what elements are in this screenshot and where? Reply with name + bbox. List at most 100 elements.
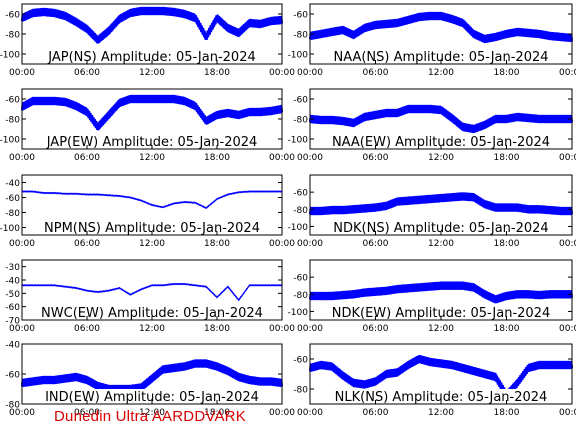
x-tick-label: 00:00	[559, 408, 576, 418]
data-point	[173, 283, 175, 285]
data-point	[385, 112, 387, 114]
data-point	[238, 114, 240, 116]
data-point	[364, 292, 366, 294]
data-point	[86, 28, 88, 30]
data-point	[64, 15, 66, 17]
data-point	[75, 105, 77, 107]
x-tick-label: 00:00	[559, 239, 576, 249]
data-point	[374, 380, 377, 383]
data-point	[396, 371, 398, 374]
data-point	[151, 10, 153, 12]
data-point	[43, 11, 45, 13]
series-band	[20, 94, 284, 131]
panel-3: JAP(EW) Amplitude: 05-Jan-2024 -60 -80 -100…	[0, 88, 295, 163]
data-point	[353, 122, 355, 124]
data-point	[140, 98, 142, 100]
footer-label: Dunedin Ultra AARDDVARK	[54, 408, 246, 425]
x-tick-label: 18:00	[204, 408, 230, 418]
data-point	[549, 364, 551, 366]
x-tick-label: 00:00	[559, 324, 576, 334]
data-point	[194, 362, 196, 365]
y-tick-label: -100	[288, 223, 309, 233]
panel-title: NAA(EW) Amplitude: 05-Jan-2024	[332, 135, 550, 150]
data-point	[173, 367, 175, 369]
y-tick-label: -60	[5, 11, 20, 21]
data-point	[473, 196, 475, 198]
data-point	[173, 11, 175, 13]
data-point	[473, 286, 475, 288]
x-tick-label: 00:00	[269, 324, 295, 334]
data-point	[516, 382, 519, 384]
data-point	[560, 118, 562, 120]
x-tick-label: 00:00	[9, 408, 35, 418]
data-point	[527, 293, 529, 295]
panel-title: NDK(NS) Amplitude: 05-Jan-2024	[333, 221, 548, 236]
data-point	[270, 190, 272, 193]
data-point	[484, 373, 486, 375]
y-tick-label: -80	[5, 209, 20, 219]
data-point	[53, 284, 56, 286]
data-point	[259, 190, 261, 193]
data-point	[549, 209, 551, 211]
data-point	[505, 118, 508, 120]
data-point	[342, 209, 344, 211]
data-point	[484, 293, 486, 295]
y-tick-label: -80	[5, 116, 20, 126]
data-point	[440, 109, 442, 111]
data-point	[216, 365, 218, 368]
panel-title-bg	[324, 305, 558, 320]
data-point	[396, 22, 398, 24]
data-point	[140, 199, 142, 202]
y-tick-label: -80	[293, 116, 308, 126]
data-point	[32, 100, 34, 102]
data-point	[516, 31, 519, 33]
data-point	[538, 33, 540, 35]
y-tick-label: -100	[0, 51, 20, 61]
data-point	[194, 202, 196, 204]
data-point	[364, 383, 366, 386]
data-point	[173, 98, 175, 100]
data-point	[64, 286, 66, 288]
data-point	[183, 201, 186, 203]
x-tick-label: 18:00	[204, 68, 230, 78]
data-point	[118, 287, 121, 289]
panel-title-bg	[324, 134, 558, 149]
y-tick-label: -60	[293, 189, 308, 199]
data-point	[140, 386, 142, 389]
data-point	[364, 116, 366, 118]
y-tick-label: -80	[293, 206, 308, 216]
x-tick-label: 06:00	[74, 408, 100, 418]
x-tick-label: 18:00	[494, 153, 520, 163]
data-point	[64, 377, 66, 380]
series-line	[22, 283, 282, 301]
data-point	[183, 283, 186, 285]
data-point	[331, 31, 333, 33]
data-point	[118, 102, 121, 104]
x-tick-label: 06:00	[74, 239, 100, 249]
panel-5: NPM(NS) Amplitude: 05-Jan-2024 -40 -60 -80 -…	[0, 174, 295, 249]
data-point	[97, 126, 99, 128]
data-point	[418, 199, 420, 201]
data-point	[259, 111, 261, 113]
x-tick-label: 00:00	[559, 68, 576, 78]
x-tick-label: 00:00	[9, 239, 35, 249]
data-point	[495, 36, 497, 38]
y-tick-label: -100	[288, 136, 309, 146]
x-tick-label: 06:00	[363, 68, 389, 78]
data-point	[353, 293, 355, 295]
data-point	[353, 208, 355, 210]
data-point	[108, 194, 110, 196]
panel-8: NDK(EW) Amplitude: 05-Jan-2024 -60 -80 -100…	[288, 259, 576, 334]
data-point	[516, 116, 519, 118]
y-tick-label: -80	[293, 291, 308, 301]
data-point	[374, 24, 377, 26]
data-point	[473, 370, 475, 372]
data-point	[331, 365, 333, 368]
y-tick-label: -60	[5, 194, 20, 204]
data-point	[75, 376, 77, 378]
data-point	[64, 101, 66, 103]
data-point	[53, 379, 56, 381]
x-tick-label: 06:00	[74, 153, 100, 163]
data-point	[549, 35, 551, 37]
x-tick-label: 00:00	[9, 153, 35, 163]
